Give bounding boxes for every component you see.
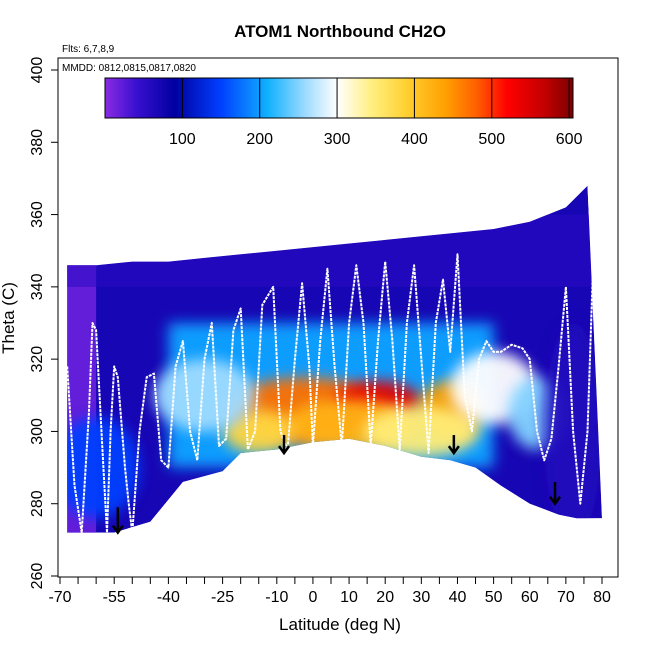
x-tick-label: 0 [308,589,317,606]
x-tick-label: 50 [485,589,503,606]
x-tick-label: 30 [412,589,430,606]
arrow-markers [111,435,562,535]
down-arrow [278,435,291,456]
down-arrow [549,482,562,506]
y-tick-label: 360 [29,201,46,228]
y-tick-label: 380 [29,129,46,156]
y-tick-label: 280 [29,490,46,517]
colorbar-tick-label: 200 [246,131,273,148]
y-tick-label: 260 [29,563,46,590]
heatmap-hotspot [67,416,140,519]
flights-subtitle: Flts: 6,7,8,9 [62,44,115,55]
x-tick-label: -40 [157,589,180,606]
y-axis: 260 280 300 320 340 360 380 400 [29,57,58,590]
heatmap-field [67,185,602,533]
y-tick-label: 320 [29,346,46,373]
x-tick-label: -25 [211,589,234,606]
x-tick-label: 10 [340,589,358,606]
flight-track-line [66,213,603,534]
heatmap-clipped [67,185,602,533]
x-tick-label: -55 [103,589,126,606]
down-arrow [447,435,460,456]
heatmap-hotspot [222,409,295,454]
y-axis-label: Theta (C) [0,282,18,354]
colorbar-tick-label: 300 [324,131,351,148]
x-tick-label: 40 [449,589,467,606]
x-tick-label: 20 [376,589,394,606]
flight-track [66,213,603,534]
x-axis-label: Latitude (deg N) [279,615,401,634]
x-tick-label: 80 [593,589,611,606]
down-arrow [111,507,124,535]
x-axis: -70 -55 -40 -25 -10 0 10 20 30 40 50 60 70 80 [48,576,611,606]
x-tick-label: 60 [521,589,539,606]
colorbar-tick-label: 500 [478,131,505,148]
y-tick-label: 340 [29,273,46,300]
x-tick-label: -10 [265,589,288,606]
dates-subtitle: MMDD: 0812,0815,0817,0820 [62,63,196,74]
colorbar-tick-label: 100 [169,131,196,148]
x-tick-label: -70 [48,589,71,606]
colorbar-tick-label: 400 [401,131,428,148]
heatmap-hotspot [363,406,480,457]
colorbar-tick-label: 600 [556,131,583,148]
colorbar-ticks: 100 200 300 400 500 600 [169,78,583,148]
colorbar: 100 200 300 400 500 600 [104,77,583,148]
chart-title: ATOM1 Northbound CH2O [234,22,446,41]
y-tick-label: 400 [29,57,46,84]
x-tick-label: 70 [557,589,575,606]
colorbar-ramp [104,77,574,119]
y-tick-label: 300 [29,418,46,445]
heatmap-upper-band [67,214,602,287]
